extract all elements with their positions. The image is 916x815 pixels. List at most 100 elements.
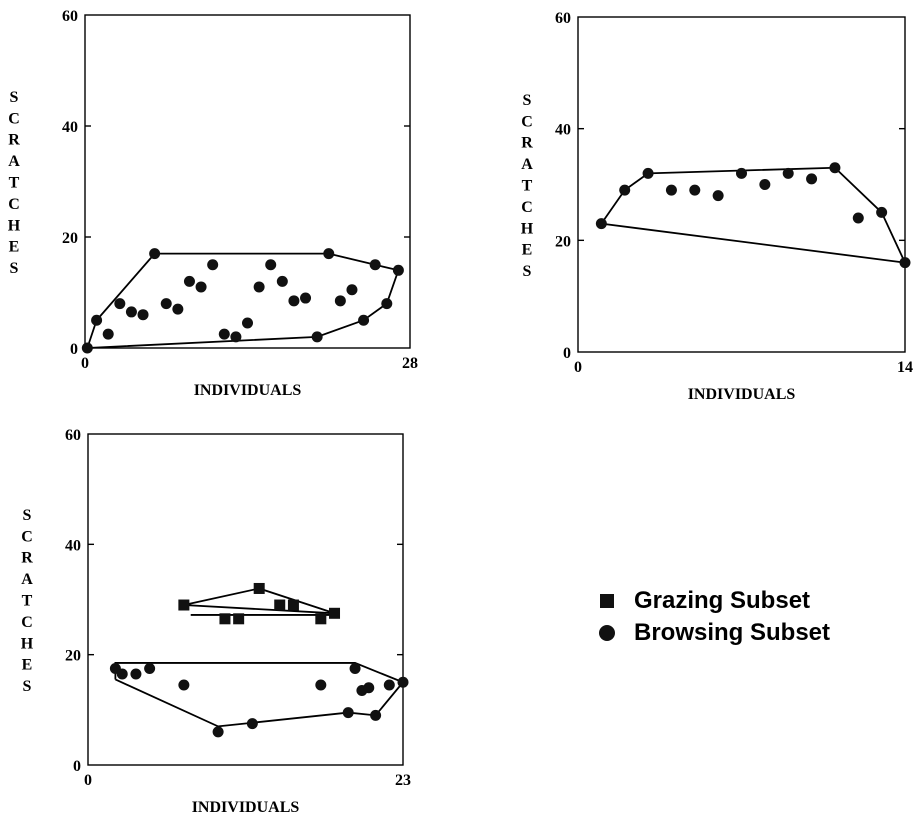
y-tick-label: 0 xyxy=(73,758,81,775)
y-tick-label: 20 xyxy=(65,648,81,665)
data-point-circle xyxy=(342,707,354,719)
y-axis-title-letter: H xyxy=(521,220,534,237)
data-point-circle xyxy=(125,306,137,318)
y-axis-title-letter: S xyxy=(523,263,532,280)
y-axis-title-letter: R xyxy=(8,132,20,149)
data-point-circle xyxy=(218,328,230,340)
data-point-circle xyxy=(311,331,323,343)
y-axis-title-letter: A xyxy=(8,153,20,170)
data-point-square xyxy=(287,599,299,611)
y-axis-title-letter: E xyxy=(22,657,33,674)
legend-item-grazing: Grazing Subset xyxy=(598,585,908,617)
data-point-circle xyxy=(102,328,114,340)
data-point-circle xyxy=(137,309,149,321)
data-point-circle xyxy=(358,314,370,326)
data-point-circle xyxy=(116,668,128,680)
y-axis-title-letter: S xyxy=(23,507,32,524)
data-point-circle xyxy=(782,167,794,179)
y-axis-title-letter: S xyxy=(10,260,19,277)
data-point-circle xyxy=(829,162,841,174)
data-point-circle xyxy=(363,682,375,694)
y-axis-title-letter: E xyxy=(9,239,20,256)
x-tick-label: 23 xyxy=(395,772,411,789)
data-point-circle xyxy=(172,303,184,315)
data-point-circle xyxy=(397,676,409,688)
data-point-circle xyxy=(712,190,724,202)
y-axis-title-letter: S xyxy=(523,92,532,109)
data-point-circle xyxy=(195,281,207,293)
y-axis-title-letter: H xyxy=(21,635,34,652)
legend-item-browsing: Browsing Subset xyxy=(598,617,908,649)
data-point-circle xyxy=(383,679,395,691)
y-axis-title-letter: C xyxy=(521,113,533,130)
plot-frame xyxy=(577,16,906,353)
y-tick-label: 20 xyxy=(62,230,78,247)
data-point-square xyxy=(274,599,286,611)
data-point-circle xyxy=(349,662,361,674)
y-axis-title-letter: C xyxy=(521,199,533,216)
y-axis-title-letter: T xyxy=(9,175,20,192)
y-axis-title-letter: S xyxy=(10,89,19,106)
y-axis-title-letter: C xyxy=(21,614,33,631)
data-point-circle xyxy=(276,275,288,287)
data-point-circle xyxy=(212,726,224,738)
series-browsing-subset xyxy=(109,662,409,738)
data-point-circle xyxy=(81,342,93,354)
data-point-circle xyxy=(178,679,190,691)
plot-frame xyxy=(87,433,404,766)
data-point-circle xyxy=(381,298,393,310)
x-tick-label: 0 xyxy=(84,772,92,789)
x-tick-label: 14 xyxy=(897,359,913,376)
series-1 xyxy=(81,248,404,354)
data-point-circle xyxy=(334,295,346,307)
square-marker-icon xyxy=(598,590,620,612)
data-point-circle xyxy=(806,173,818,185)
y-axis-title-letter: R xyxy=(521,135,533,152)
circle-marker-icon xyxy=(598,622,620,644)
y-tick-label: 40 xyxy=(555,122,571,139)
data-point-circle xyxy=(689,184,701,196)
x-tick-label: 0 xyxy=(574,359,582,376)
data-point-circle xyxy=(265,259,277,271)
y-tick-label: 60 xyxy=(555,10,571,27)
y-tick-label: 60 xyxy=(65,427,81,444)
data-point-circle xyxy=(876,206,888,218)
data-point-circle xyxy=(346,284,358,296)
data-point-circle xyxy=(315,679,327,691)
y-axis-title-letter: H xyxy=(8,217,21,234)
x-axis-title: INDIVIDUALS xyxy=(194,382,302,399)
hull-outline xyxy=(114,662,405,728)
data-point-circle xyxy=(642,167,654,179)
data-point-circle xyxy=(144,662,156,674)
series-grazing-subset xyxy=(178,582,341,625)
data-point-circle xyxy=(369,259,381,271)
y-tick-label: 60 xyxy=(62,8,78,25)
legend-label-browsing: Browsing Subset xyxy=(634,619,831,646)
data-point-circle xyxy=(595,218,607,230)
data-point-square xyxy=(329,607,341,619)
data-point-circle xyxy=(207,259,219,271)
hull-outline xyxy=(86,252,400,349)
data-point-square xyxy=(253,582,265,594)
y-tick-label: 0 xyxy=(563,345,571,362)
y-axis-title-letter: C xyxy=(21,528,33,545)
legend-label-grazing: Grazing Subset xyxy=(634,587,811,614)
y-tick-label: 0 xyxy=(70,341,78,358)
y-axis-title-letter: E xyxy=(522,242,533,259)
data-point-circle xyxy=(130,668,142,680)
x-tick-label: 0 xyxy=(81,355,89,372)
data-point-circle xyxy=(253,281,265,293)
y-tick-label: 40 xyxy=(62,119,78,136)
data-point-circle xyxy=(759,179,771,190)
data-point-circle xyxy=(323,248,335,260)
y-axis-title-letter: R xyxy=(21,550,33,567)
data-point-circle xyxy=(899,257,911,269)
y-axis-title-letter: C xyxy=(8,196,20,213)
x-axis-title: INDIVIDUALS xyxy=(192,799,300,815)
data-point-circle xyxy=(665,184,677,196)
plot-frame xyxy=(84,14,411,349)
data-point-circle xyxy=(246,718,258,730)
y-axis-title-letter: S xyxy=(23,678,32,695)
